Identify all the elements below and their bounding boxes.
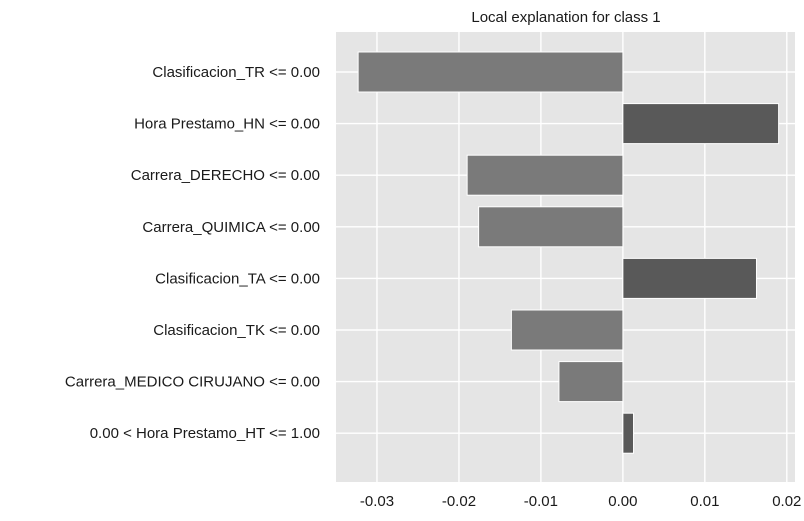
bar bbox=[558, 361, 624, 403]
x-tick-label: -0.03 bbox=[360, 493, 394, 510]
chart-title: Local explanation for class 1 bbox=[471, 9, 660, 26]
category-label: Carrera_QUIMICA <= 0.00 bbox=[142, 219, 320, 236]
bar bbox=[622, 412, 635, 454]
bar bbox=[622, 257, 757, 299]
bar bbox=[466, 154, 624, 196]
category-label: Carrera_DERECHO <= 0.00 bbox=[131, 167, 320, 184]
plot-background bbox=[336, 32, 795, 482]
category-label: Clasificacion_TR <= 0.00 bbox=[152, 64, 320, 81]
x-tick-label: 0.00 bbox=[608, 493, 637, 510]
category-label: Clasificacion_TK <= 0.00 bbox=[153, 322, 320, 339]
category-labels: Clasificacion_TR <= 0.00 Hora Prestamo_HN… bbox=[65, 64, 320, 442]
bar bbox=[357, 51, 624, 93]
x-tick-labels: -0.03 -0.02 -0.01 0.00 0.01 0.02 bbox=[360, 493, 802, 510]
bar bbox=[478, 206, 624, 248]
x-tick-label: -0.01 bbox=[524, 493, 558, 510]
x-tick-label: -0.02 bbox=[442, 493, 476, 510]
x-tick-label: 0.02 bbox=[772, 493, 801, 510]
bar bbox=[622, 103, 780, 145]
category-label: Clasificacion_TA <= 0.00 bbox=[155, 270, 320, 287]
bar bbox=[510, 309, 624, 351]
category-label: Carrera_MEDICO CIRUJANO <= 0.00 bbox=[65, 374, 320, 391]
x-tick-label: 0.01 bbox=[690, 493, 719, 510]
category-label: 0.00 < Hora Prestamo_HT <= 1.00 bbox=[90, 425, 320, 442]
category-label: Hora Prestamo_HN <= 0.00 bbox=[134, 116, 320, 133]
bars-layer bbox=[357, 51, 780, 454]
